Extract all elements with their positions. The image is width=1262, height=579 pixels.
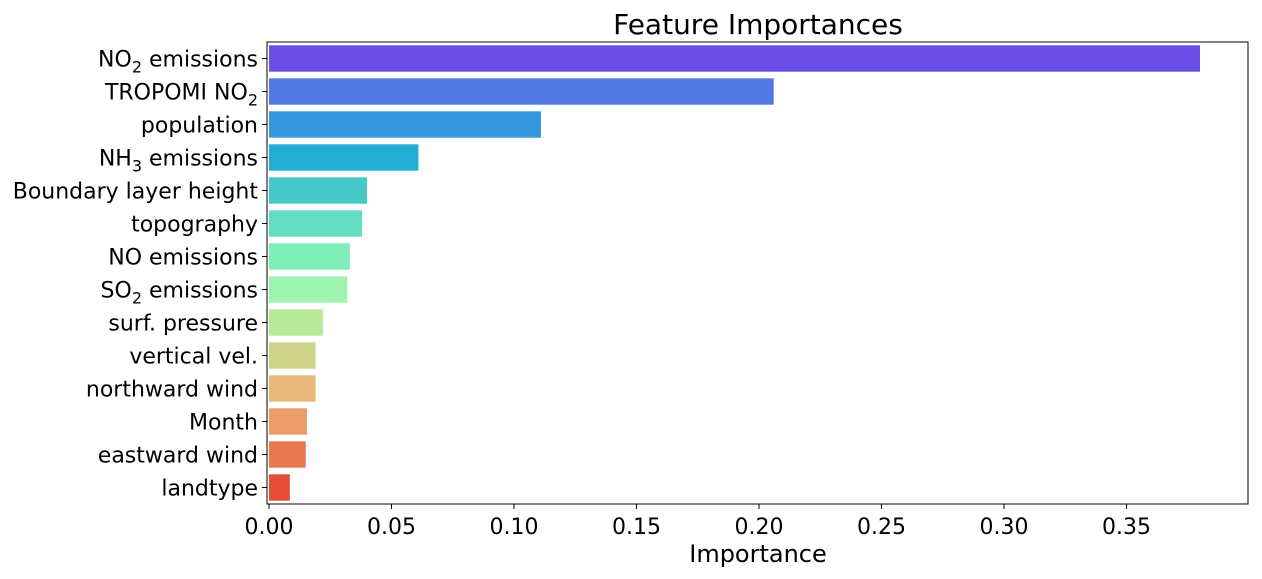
y-tick-label: SO2 emissions — [101, 279, 258, 308]
bar — [269, 45, 1200, 72]
x-tick-label: 0.35 — [1102, 515, 1151, 540]
x-tick-label: 0.00 — [245, 515, 294, 540]
x-tick-label: 0.10 — [490, 515, 539, 540]
bar — [269, 375, 316, 402]
bar — [269, 408, 307, 435]
x-axis-label: Importance — [689, 540, 827, 568]
y-tick-label: northward wind — [86, 378, 258, 403]
y-tick-label: topography — [131, 213, 258, 238]
x-axis-ticks: 0.00 0.05 0.10 0.15 0.20 0.25 0.30 0.35 — [245, 504, 1151, 540]
bar — [269, 78, 774, 105]
x-tick-label: 0.20 — [735, 515, 784, 540]
y-tick-label: vertical vel. — [129, 345, 258, 370]
bar — [269, 144, 419, 171]
bars-group — [269, 45, 1200, 501]
y-tick-label: landtype — [161, 477, 258, 502]
plot-frame — [266, 41, 1249, 505]
y-tick-label: eastward wind — [98, 444, 258, 469]
x-tick-label: 0.15 — [612, 515, 661, 540]
y-tick-label: population — [141, 114, 258, 139]
x-tick-label: 0.05 — [367, 515, 416, 540]
bar — [269, 243, 350, 270]
chart-title: Feature Importances — [613, 8, 903, 41]
x-tick-label: 0.25 — [857, 515, 906, 540]
bar — [269, 474, 290, 501]
y-tick-label: NO emissions — [108, 246, 258, 271]
y-tick-label: TROPOMI NO2 — [104, 81, 258, 110]
y-tick-label: Month — [189, 411, 258, 436]
x-tick-label: 0.30 — [980, 515, 1029, 540]
y-tick-label: NO2 emissions — [98, 48, 258, 77]
y-tick-label: surf. pressure — [108, 312, 258, 337]
bar — [269, 441, 306, 468]
bar — [269, 111, 541, 138]
bar — [269, 177, 367, 204]
bar — [269, 342, 316, 369]
y-tick-label: Boundary layer height — [13, 180, 259, 205]
y-tick-label: NH3 emissions — [99, 147, 258, 176]
y-axis-ticks: NO2 emissions TROPOMI NO2 population NH3 em… — [13, 48, 267, 502]
bar — [269, 309, 323, 336]
bar — [269, 210, 363, 237]
bar — [269, 276, 348, 303]
